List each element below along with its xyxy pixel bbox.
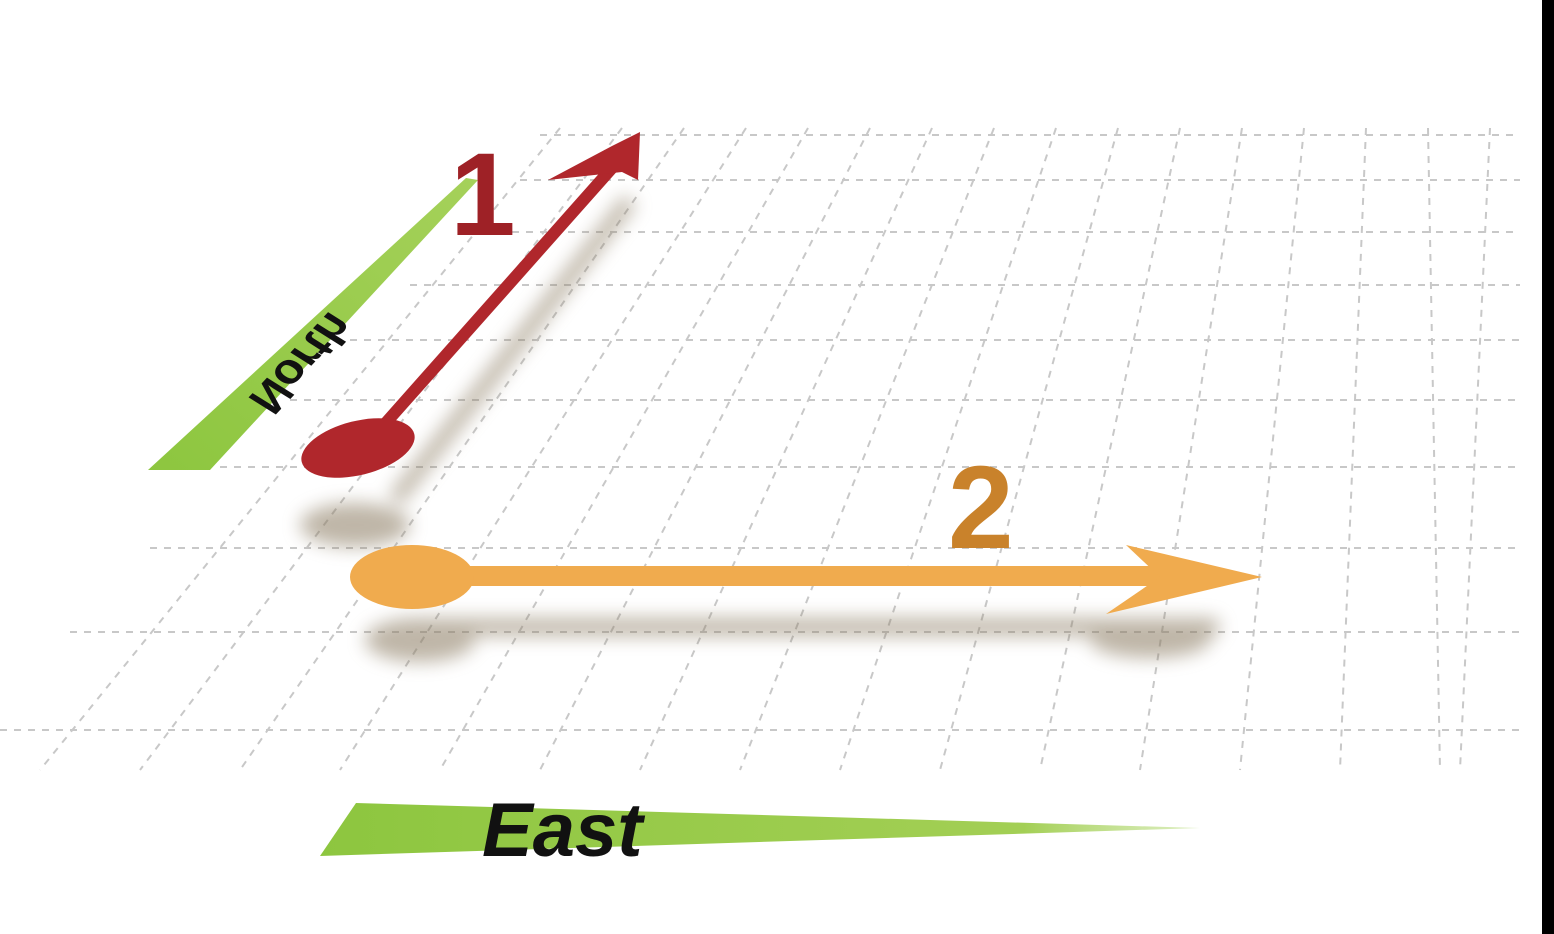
grid-column-line bbox=[1459, 127, 1491, 771]
grid-column-line bbox=[839, 127, 1057, 771]
vector-2-shadow bbox=[365, 618, 1220, 662]
grid-column-line bbox=[1339, 127, 1367, 771]
grid-column-line bbox=[1139, 127, 1243, 771]
arrow-right-icon bbox=[1106, 545, 1262, 614]
arrow-up-right-icon bbox=[548, 132, 640, 180]
grid-column-line bbox=[39, 127, 561, 771]
vector-2-label: 2 bbox=[948, 442, 1014, 574]
grid-column-line bbox=[639, 127, 933, 771]
grid-column-line bbox=[1239, 127, 1305, 771]
grid-column-line bbox=[1427, 127, 1441, 771]
north-axis: North bbox=[148, 178, 478, 470]
vector-2: 2 bbox=[350, 442, 1262, 614]
east-axis-label: East bbox=[482, 788, 645, 873]
vector-1: 1 bbox=[301, 129, 640, 478]
grid-column-line bbox=[1039, 127, 1181, 771]
vector-2-tail bbox=[350, 545, 474, 609]
vector-1-label: 1 bbox=[450, 129, 516, 261]
grid-column-line bbox=[739, 127, 995, 771]
vector-1-tail bbox=[301, 418, 415, 478]
vector-2-shaft bbox=[420, 566, 1170, 586]
grid-column-line bbox=[439, 127, 809, 771]
north-axis-label: North bbox=[241, 301, 363, 426]
grid-column-line bbox=[339, 127, 747, 771]
east-axis: East bbox=[320, 788, 1200, 873]
vector-1-shaft bbox=[369, 162, 618, 441]
perspective-grid bbox=[0, 127, 1520, 771]
right-edge-border bbox=[1542, 0, 1554, 934]
vector-1-shadow bbox=[300, 195, 637, 547]
grid-column-line bbox=[539, 127, 871, 771]
east-axis-band bbox=[320, 803, 1200, 856]
north-axis-band bbox=[148, 178, 478, 470]
